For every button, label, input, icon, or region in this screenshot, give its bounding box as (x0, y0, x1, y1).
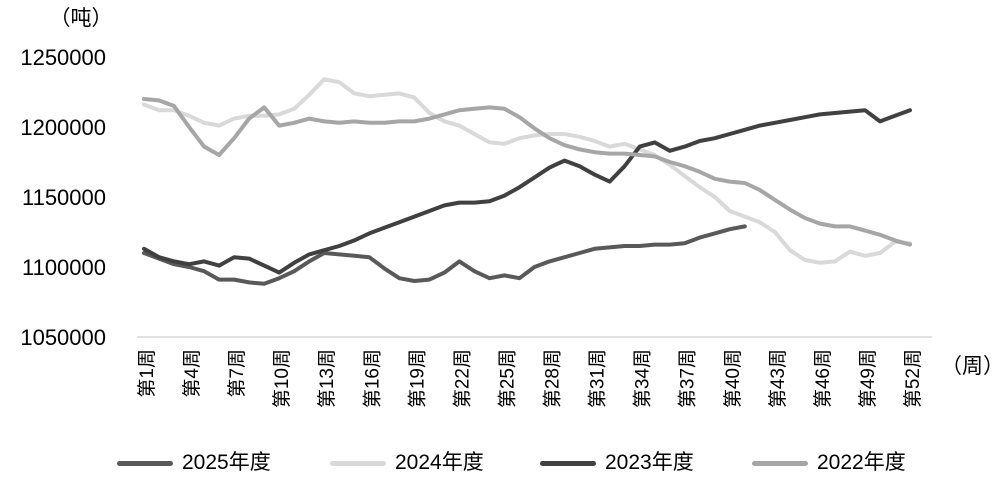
x-tick-label: 第49周 (857, 349, 879, 408)
series-line-2022年度 (142, 97, 912, 247)
x-tick-label: 第4周 (181, 349, 203, 398)
y-tick-label: 1150000 (22, 185, 106, 210)
chart-legend: 2025年度 2024年度 2023年度 2022年度 (0, 449, 1006, 479)
legend-item-2023年度: 2023年度 (540, 449, 694, 477)
legend-label: 2022年度 (817, 451, 906, 474)
x-tick-label: 第37周 (677, 349, 699, 408)
legend-item-2024年度: 2024年度 (330, 449, 484, 477)
x-tick-label: 第1周 (136, 349, 158, 398)
x-tick-label: 第7周 (226, 349, 248, 398)
x-tick-label: 第22周 (451, 349, 473, 408)
x-tick-label: 第10周 (271, 349, 293, 408)
legend-item-2025年度: 2025年度 (117, 449, 271, 477)
y-tick-label: 1250000 (20, 45, 106, 70)
series-line-2025年度 (142, 224, 747, 286)
legend-line-swatch (540, 460, 596, 466)
x-axis-tick-labels: 第1周 第4周 第7周 第10周 第13周 第16周 第19周 第22周 第25周 第28周 第31… (136, 349, 924, 408)
series-line-2024年度 (142, 77, 912, 265)
series-line-2023年度 (142, 108, 912, 275)
x-tick-label: 第40周 (722, 349, 744, 408)
x-tick-label: 第13周 (316, 349, 338, 408)
legend-line-swatch (117, 460, 173, 466)
x-tick-label: 第25周 (497, 349, 519, 408)
x-tick-label: 第46周 (812, 349, 834, 408)
y-tick-label: 1050000 (20, 325, 106, 350)
y-axis-tick-labels: 1050000 1100000 1150000 1200000 1250000 (20, 45, 106, 350)
x-tick-label: 第31周 (587, 349, 609, 408)
legend-item-2022年度: 2022年度 (752, 449, 906, 477)
y-tick-label: 1200000 (20, 115, 106, 140)
series-lines (142, 77, 912, 286)
x-tick-label: 第28周 (542, 349, 564, 408)
x-axis-unit-label: （周） (941, 355, 1004, 378)
legend-line-swatch (330, 460, 386, 466)
x-tick-label: 第16周 (361, 349, 383, 408)
x-tick-label: 第52周 (902, 349, 924, 408)
y-tick-label: 1100000 (22, 255, 106, 280)
x-tick-label: 第19周 (406, 349, 428, 408)
legend-label: 2023年度 (605, 451, 694, 474)
x-tick-label: 第34周 (632, 349, 654, 408)
y-axis-unit-label: （吨） (50, 7, 113, 30)
x-tick-label: 第43周 (767, 349, 789, 408)
legend-label: 2025年度 (182, 451, 271, 474)
legend-line-swatch (752, 460, 808, 466)
legend-label: 2024年度 (395, 451, 484, 474)
